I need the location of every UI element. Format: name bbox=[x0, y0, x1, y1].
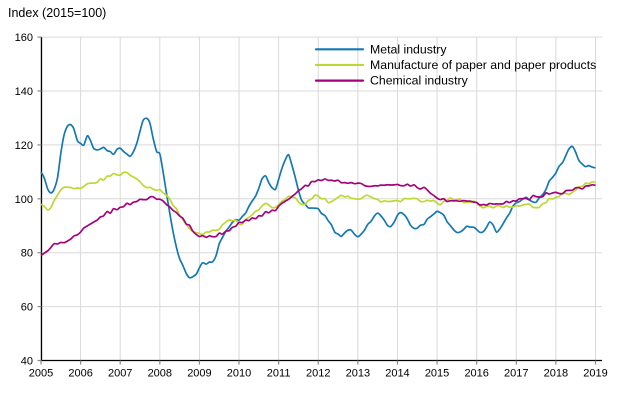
svg-text:60: 60 bbox=[21, 302, 33, 314]
svg-text:2007: 2007 bbox=[108, 368, 132, 380]
svg-text:2019: 2019 bbox=[583, 368, 607, 380]
svg-text:2016: 2016 bbox=[464, 368, 488, 380]
svg-text:2017: 2017 bbox=[504, 368, 528, 380]
svg-text:2013: 2013 bbox=[346, 368, 370, 380]
svg-text:2005: 2005 bbox=[29, 368, 53, 380]
svg-text:2018: 2018 bbox=[544, 368, 568, 380]
svg-text:2015: 2015 bbox=[425, 368, 449, 380]
svg-text:Chemical industry: Chemical industry bbox=[370, 74, 469, 88]
svg-text:Manufacture of paper and paper: Manufacture of paper and paper products bbox=[370, 58, 596, 72]
svg-text:2009: 2009 bbox=[187, 368, 211, 380]
svg-text:2014: 2014 bbox=[385, 368, 409, 380]
svg-text:40: 40 bbox=[21, 356, 33, 368]
svg-text:140: 140 bbox=[15, 86, 33, 98]
svg-text:160: 160 bbox=[15, 32, 33, 44]
svg-text:2010: 2010 bbox=[227, 368, 251, 380]
svg-text:Metal industry: Metal industry bbox=[370, 42, 447, 56]
svg-text:2006: 2006 bbox=[68, 368, 92, 380]
svg-text:80: 80 bbox=[21, 248, 33, 260]
svg-text:2008: 2008 bbox=[148, 368, 172, 380]
svg-text:120: 120 bbox=[15, 140, 33, 152]
svg-text:2012: 2012 bbox=[306, 368, 330, 380]
svg-text:100: 100 bbox=[15, 194, 33, 206]
svg-text:2011: 2011 bbox=[267, 368, 291, 380]
